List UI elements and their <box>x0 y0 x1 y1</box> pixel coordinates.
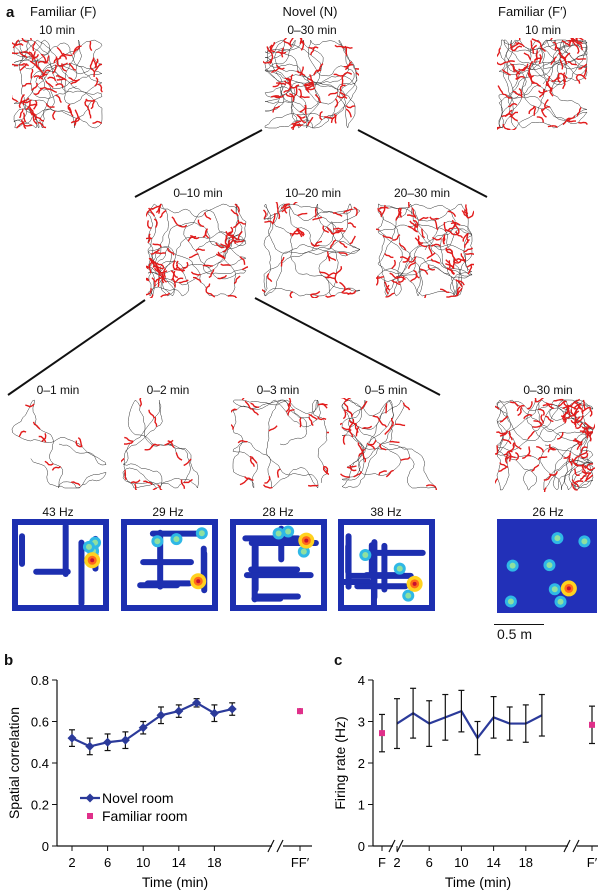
rate-label-5: 26 Hz <box>532 505 564 519</box>
label-low-1: 0–1 min <box>36 383 80 397</box>
x-axis-label: Time (min) <box>445 874 511 890</box>
axis-break <box>267 839 284 853</box>
x-tick-label: 2 <box>68 855 75 870</box>
data-point-familiar <box>379 730 385 737</box>
rate-map-3 <box>230 519 327 611</box>
data-point-novel <box>85 741 95 751</box>
y-tick-label: 4 <box>358 673 365 688</box>
rate-label-3: 28 Hz <box>262 505 294 519</box>
label-mid-1: 0–10 min <box>173 186 223 200</box>
x-tick-label: 10 <box>136 855 150 870</box>
rate-label-2: 29 Hz <box>152 505 184 519</box>
label-low-right: 0–30 min <box>523 383 573 397</box>
trace-mid-0-10 <box>146 202 248 298</box>
y-tick-label: 2 <box>358 756 365 771</box>
trace-mid-20-30 <box>376 202 474 298</box>
trace-mid-10-20 <box>262 202 362 298</box>
panel-c-letter: c <box>334 652 343 669</box>
rate-map-1 <box>12 519 109 611</box>
data-point-novel <box>67 733 77 743</box>
x-tick-label: F′ <box>587 855 598 870</box>
series-line-novel <box>71 701 233 748</box>
trace-low-0-5 <box>340 398 438 490</box>
label-top-left: 10 min <box>38 23 76 37</box>
data-point-novel <box>120 735 130 745</box>
y-axis-label: Spatial correlation <box>6 707 22 819</box>
trace-familiar-f <box>12 38 104 130</box>
legend-label-novel: Novel room <box>102 790 174 806</box>
label-low-4: 0–5 min <box>364 383 408 397</box>
data-point-familiar <box>297 708 303 715</box>
rate-map-4 <box>338 519 435 611</box>
header-novel: Novel (N) <box>282 4 338 19</box>
scale-bar-label: 0.5 m <box>497 626 533 642</box>
rate-map-5 <box>497 519 597 613</box>
x-axis-label: Time (min) <box>142 874 208 890</box>
label-top-right: 10 min <box>524 23 562 37</box>
y-tick-label: 0 <box>358 839 365 854</box>
trace-low-0-30 <box>495 398 595 492</box>
legend-label-familiar: Familiar room <box>102 808 188 824</box>
rate-label-4: 38 Hz <box>370 505 402 519</box>
x-tick-label: 6 <box>104 855 111 870</box>
x-tick-label: F <box>378 855 386 870</box>
x-tick-label: 2 <box>393 855 400 870</box>
x-tick-label: 14 <box>486 855 500 870</box>
x-tick-label: 6 <box>426 855 433 870</box>
legend-marker-novel <box>85 793 95 803</box>
data-point-novel <box>138 723 148 733</box>
axis-break-right <box>563 839 580 853</box>
label-mid-3: 20–30 min <box>393 186 451 200</box>
x-tick-label: 14 <box>172 855 186 870</box>
y-tick-label: 1 <box>358 798 365 813</box>
rate-map-2 <box>121 519 218 611</box>
trace-familiar-fp <box>497 38 589 130</box>
trace-low-0-1 <box>10 398 108 490</box>
y-tick-label: 0.6 <box>31 715 49 730</box>
trace-low-0-3 <box>231 398 329 490</box>
rate-label-1: 43 Hz <box>42 505 74 519</box>
trace-low-0-2 <box>121 398 219 490</box>
x-tick-label: FF′ <box>291 855 310 870</box>
chart-spatial-correlation: 0 0.2 0.4 0.6 0.8 2 6 10 14 18 FF′ Spatial correlat… <box>6 673 312 890</box>
y-tick-label: 0.2 <box>31 798 49 813</box>
zoom-lines-top <box>7 129 488 396</box>
label-mid-2: 10–20 min <box>284 186 342 200</box>
label-low-3: 0–3 min <box>256 383 300 397</box>
data-point-novel <box>174 706 184 716</box>
data-point-novel <box>227 704 237 714</box>
y-axis-label: Firing rate (Hz) <box>332 716 348 809</box>
data-point-familiar <box>589 721 595 728</box>
x-tick-label: 18 <box>519 855 533 870</box>
y-tick-label: 0.4 <box>31 756 49 771</box>
trace-novel-0-30 <box>263 38 359 130</box>
header-familiar-fp: Familiar (F′) <box>498 4 567 19</box>
x-tick-label: 10 <box>454 855 468 870</box>
data-point-novel <box>103 737 113 747</box>
scale-bar <box>494 624 544 625</box>
series-line-novel <box>396 709 543 741</box>
data-point-novel <box>156 710 166 720</box>
legend-marker-familiar <box>87 813 93 819</box>
y-tick-label: 3 <box>358 715 365 730</box>
y-tick-label: 0.8 <box>31 673 49 688</box>
y-tick-label: 0 <box>42 839 49 854</box>
label-top-mid: 0–30 min <box>287 23 337 37</box>
data-point-novel <box>209 708 219 718</box>
header-familiar-f: Familiar (F) <box>30 4 97 19</box>
axis-break-left <box>388 839 404 853</box>
panel-b-letter: b <box>4 652 14 669</box>
panel-a-letter: a <box>6 4 15 21</box>
label-low-2: 0–2 min <box>146 383 190 397</box>
x-tick-label: 18 <box>207 855 221 870</box>
data-point-novel <box>192 698 202 708</box>
